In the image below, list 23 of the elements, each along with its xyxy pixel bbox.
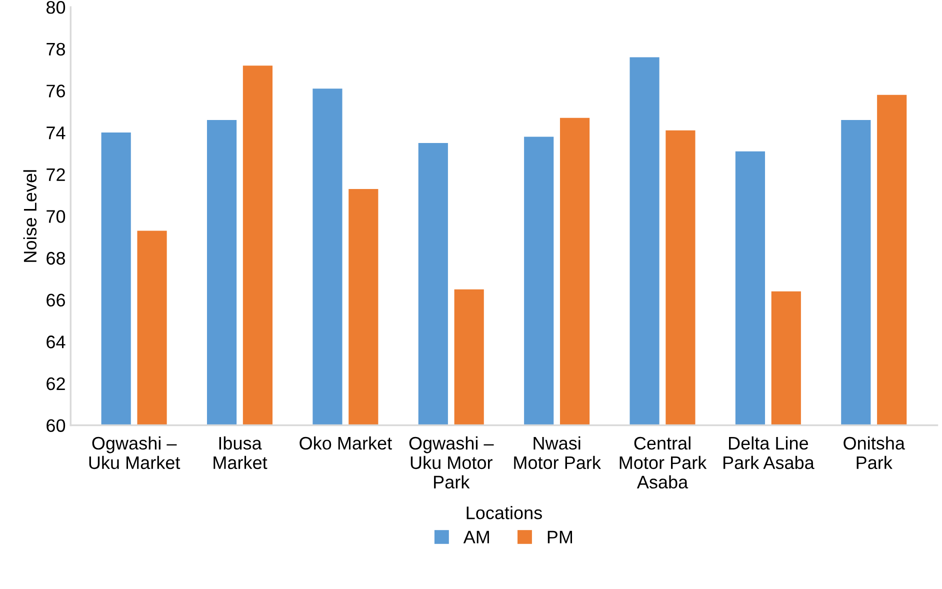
x-tick-label: Onitsha Park: [844, 436, 905, 470]
y-tick-label: 62: [46, 377, 65, 390]
x-tick-label: Nwasi Motor Park: [514, 436, 601, 470]
x-tick-label: Central Motor Park Asaba: [620, 436, 707, 489]
legend-label: PM: [548, 530, 572, 544]
x-axis-title: Locations: [466, 506, 542, 520]
x-tick-label: Ibusa Market: [214, 436, 268, 470]
x-tick-label: Ogwashi – Uku Motor Park: [409, 436, 494, 489]
legend-label: AM: [463, 530, 489, 544]
y-tick-label: 60: [46, 419, 66, 432]
x-tick-label: Delta Line Park Asaba: [724, 436, 814, 470]
y-tick-label: 76: [46, 84, 65, 98]
y-tick-label: 72: [46, 168, 65, 181]
y-tick-label: 64: [46, 336, 66, 348]
y-tick-label: 78: [46, 42, 66, 56]
y-tick-label: 74: [46, 126, 66, 140]
y-tick-label: 80: [46, 1, 66, 14]
y-tick-label: 68: [46, 252, 66, 265]
y-tick-label: 66: [46, 294, 65, 307]
x-tick-label: Oko Market: [300, 436, 392, 450]
y-tick-label: 70: [46, 210, 66, 223]
y-axis-title: Noise Level: [23, 170, 37, 262]
x-tick-label: Ogwashi – Uku Market: [89, 436, 180, 470]
